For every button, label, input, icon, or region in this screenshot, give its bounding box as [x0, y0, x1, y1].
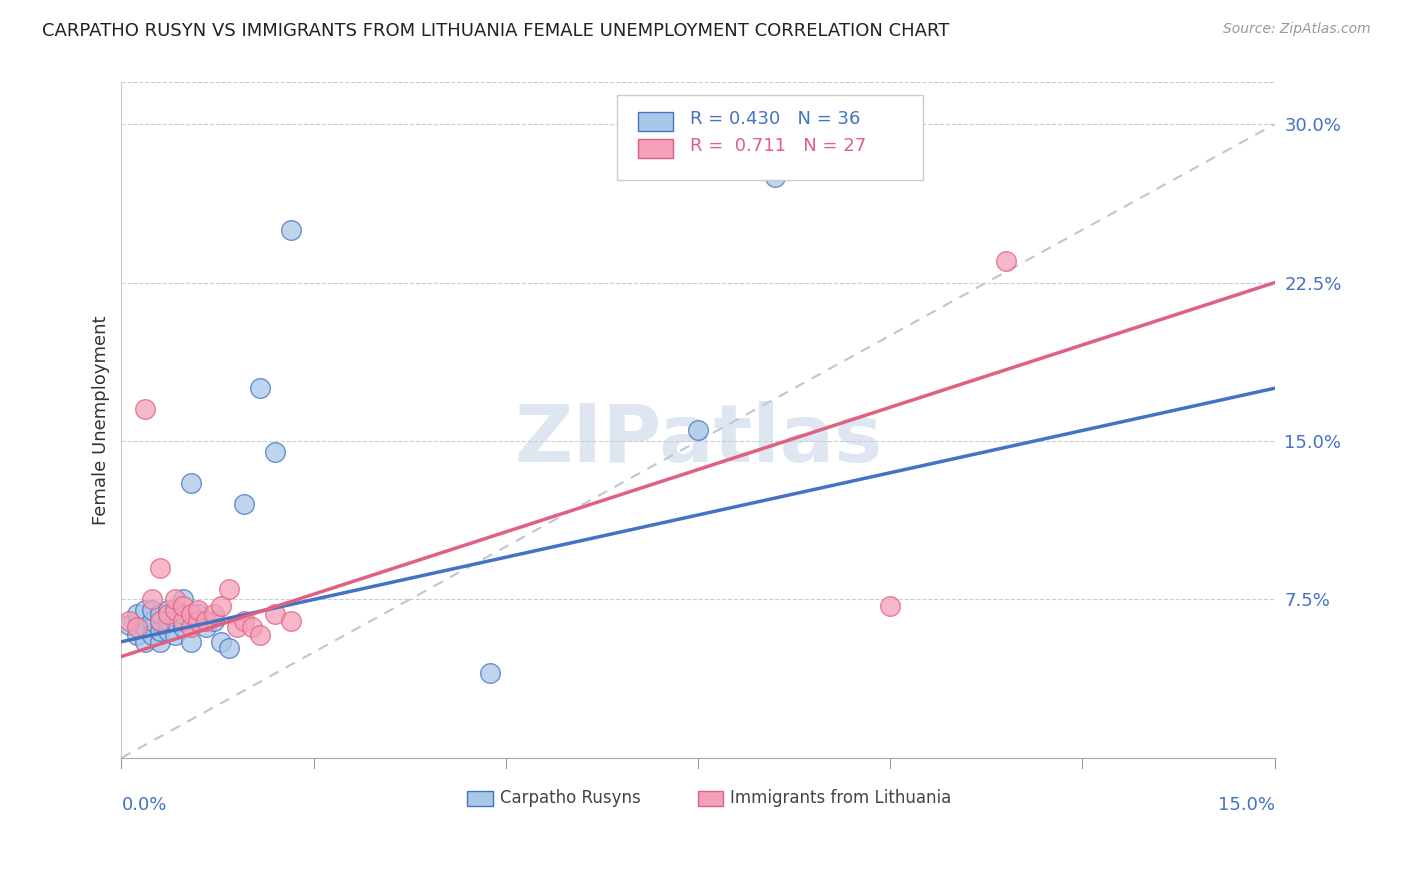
Point	[156, 624, 179, 639]
Point	[195, 620, 218, 634]
FancyBboxPatch shape	[638, 112, 672, 131]
Point	[280, 614, 302, 628]
Text: Carpatho Rusyns: Carpatho Rusyns	[499, 789, 641, 807]
Text: 0.0%: 0.0%	[121, 796, 167, 814]
Point	[149, 634, 172, 648]
Point	[180, 634, 202, 648]
Point	[264, 607, 287, 622]
Text: R =  0.711   N = 27: R = 0.711 N = 27	[690, 137, 866, 155]
Point	[280, 223, 302, 237]
Point	[165, 628, 187, 642]
Point	[156, 607, 179, 622]
Point	[156, 603, 179, 617]
Point	[195, 614, 218, 628]
Text: R = 0.430   N = 36: R = 0.430 N = 36	[690, 110, 860, 128]
Point	[165, 614, 187, 628]
Point	[180, 476, 202, 491]
Point	[118, 617, 141, 632]
Point	[686, 424, 709, 438]
Point	[172, 620, 194, 634]
Point	[218, 641, 240, 656]
Point	[172, 614, 194, 628]
Point	[125, 607, 148, 622]
Point	[172, 607, 194, 622]
Point	[218, 582, 240, 596]
Point	[141, 628, 163, 642]
Point	[149, 614, 172, 628]
Point	[479, 666, 502, 681]
Y-axis label: Female Unemployment: Female Unemployment	[93, 315, 110, 524]
FancyBboxPatch shape	[697, 791, 724, 806]
Point	[994, 254, 1017, 268]
Point	[187, 603, 209, 617]
Point	[240, 620, 263, 634]
Point	[233, 614, 256, 628]
Text: ZIPatlas: ZIPatlas	[515, 401, 882, 479]
Text: Immigrants from Lithuania: Immigrants from Lithuania	[730, 789, 952, 807]
Point	[209, 634, 232, 648]
Point	[134, 402, 156, 417]
Point	[165, 592, 187, 607]
Point	[209, 599, 232, 613]
Point	[134, 620, 156, 634]
Point	[141, 603, 163, 617]
Point	[249, 381, 271, 395]
Point	[149, 607, 172, 622]
Point	[202, 614, 225, 628]
Point	[249, 628, 271, 642]
Point	[172, 599, 194, 613]
Point	[125, 628, 148, 642]
Point	[187, 614, 209, 628]
Point	[180, 607, 202, 622]
Point	[180, 620, 202, 634]
Point	[156, 614, 179, 628]
Point	[165, 603, 187, 617]
Point	[134, 634, 156, 648]
Point	[125, 620, 148, 634]
Point	[763, 169, 786, 184]
Point	[187, 614, 209, 628]
Point	[149, 614, 172, 628]
FancyBboxPatch shape	[617, 95, 922, 180]
Text: CARPATHO RUSYN VS IMMIGRANTS FROM LITHUANIA FEMALE UNEMPLOYMENT CORRELATION CHAR: CARPATHO RUSYN VS IMMIGRANTS FROM LITHUA…	[42, 22, 949, 40]
Point	[118, 614, 141, 628]
Point	[149, 561, 172, 575]
Text: 15.0%: 15.0%	[1218, 796, 1275, 814]
Point	[141, 592, 163, 607]
Point	[202, 607, 225, 622]
Point	[264, 444, 287, 458]
Point	[879, 599, 901, 613]
FancyBboxPatch shape	[638, 139, 672, 158]
Point	[172, 592, 194, 607]
FancyBboxPatch shape	[467, 791, 492, 806]
Point	[187, 607, 209, 622]
Point	[149, 624, 172, 639]
Point	[134, 603, 156, 617]
Point	[141, 614, 163, 628]
Text: Source: ZipAtlas.com: Source: ZipAtlas.com	[1223, 22, 1371, 37]
Point	[225, 620, 247, 634]
Point	[233, 497, 256, 511]
